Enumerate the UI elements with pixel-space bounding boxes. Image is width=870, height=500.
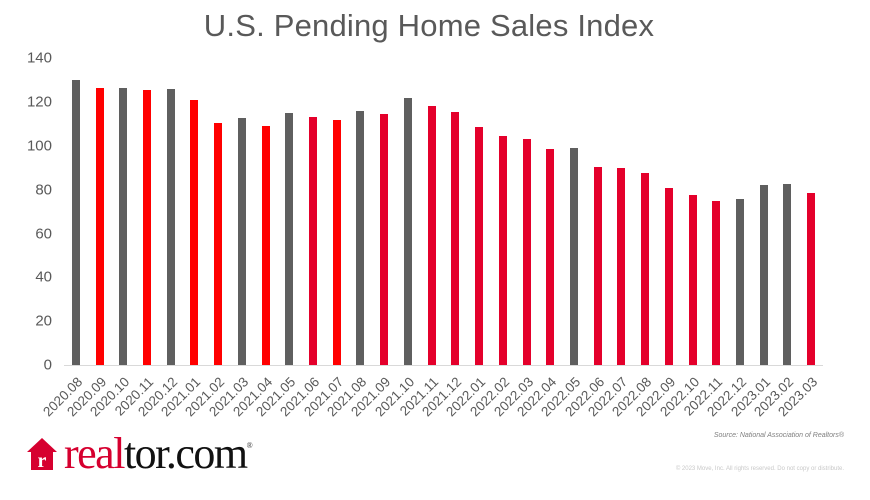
y-tick-label: 100 (26, 137, 52, 155)
bar-2020.09 (95, 87, 104, 366)
y-tick-label: 140 (26, 49, 52, 67)
bar-2022.11 (712, 200, 721, 366)
bar-2020.08 (71, 79, 80, 366)
y-tick-label: 20 (35, 312, 52, 330)
bar-2022.12 (735, 198, 744, 366)
bar-2020.12 (166, 89, 175, 366)
bar-2022.07 (617, 168, 626, 366)
copyright-note: © 2023 Move, Inc. All rights reserved. D… (675, 466, 844, 472)
bar-2022.06 (593, 167, 602, 366)
bar-2021.02 (214, 122, 223, 366)
bar-2021.08 (356, 111, 365, 366)
bar-2023.01 (759, 184, 768, 366)
bar-2023.02 (783, 183, 792, 366)
bar-2022.10 (688, 195, 697, 366)
bar-2022.03 (522, 139, 531, 366)
realtor-logo: r realtor.com® (26, 429, 253, 478)
chart-title: U.S. Pending Home Sales Index (203, 8, 655, 43)
bar-2021.01 (190, 100, 199, 366)
registered-mark: ® (246, 441, 253, 450)
bar-2023.03 (807, 193, 816, 366)
x-axis-line (64, 365, 823, 366)
bar-2021.09 (380, 113, 389, 366)
bar-2022.01 (475, 126, 484, 366)
bar-2022.02 (498, 136, 507, 366)
svg-text:r: r (38, 450, 47, 471)
bar-2022.05 (569, 147, 578, 366)
logo-tor-com: tor.com (123, 429, 248, 478)
logo-wordmark: realtor.com® (64, 429, 253, 478)
bar-2020.10 (119, 87, 128, 366)
bar-2022.09 (664, 188, 673, 366)
bar-2021.03 (237, 118, 246, 366)
source-note: Source: National Association of Realtors… (713, 432, 844, 439)
y-tick-label: 120 (26, 93, 52, 111)
y-tick-label: 80 (35, 181, 52, 199)
bar-2022.08 (641, 172, 650, 366)
y-tick-label: 0 (43, 356, 52, 374)
bar-2021.06 (309, 116, 318, 366)
bar-2021.12 (451, 112, 460, 366)
bar-2021.07 (332, 120, 341, 366)
bar-2022.04 (546, 148, 555, 366)
bar-2021.04 (261, 126, 270, 366)
bar-2020.11 (143, 89, 152, 366)
house-icon: r (26, 437, 58, 472)
y-tick-label: 60 (35, 225, 52, 243)
bar-2021.05 (285, 112, 294, 366)
logo-real: real (64, 429, 125, 478)
bar-2021.10 (403, 98, 412, 366)
bar-2021.11 (427, 105, 436, 366)
y-tick-label: 40 (35, 268, 52, 286)
